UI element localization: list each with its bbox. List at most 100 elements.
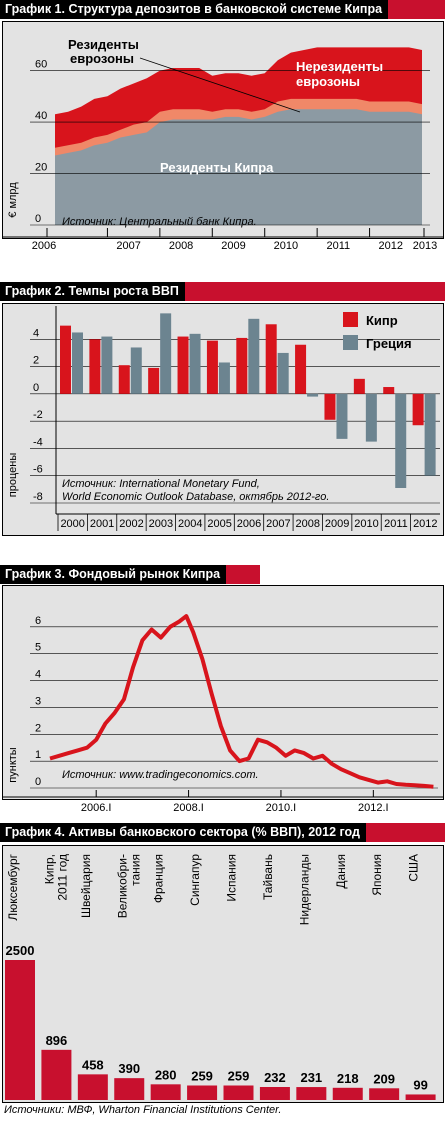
bar-asset <box>41 1049 72 1100</box>
label-cyprus-residents: Резиденты Кипра <box>160 160 274 175</box>
x-tick-label: 2009 <box>325 518 349 530</box>
category-label-line: Швейцария <box>79 854 93 918</box>
y-tick-label: 3 <box>35 695 41 707</box>
bar-cyprus <box>353 378 365 394</box>
bar-value-label: 458 <box>82 1057 104 1072</box>
bar-cyprus <box>412 393 424 426</box>
x-tick-label: 2008 <box>296 518 320 530</box>
bar-greece <box>248 318 260 394</box>
y-tick-label: 0 <box>35 776 41 788</box>
bar-cyprus <box>236 337 248 394</box>
source-note: Источник: www.tradingeconomics.com. <box>62 769 259 781</box>
bar-asset <box>77 1074 108 1100</box>
label-nonresidents-1: Нерезиденты <box>296 59 383 74</box>
x-tick-label: 2009 <box>221 240 245 252</box>
x-tick-label: 2012.I <box>358 802 389 814</box>
legend-swatch-cyprus <box>343 312 358 327</box>
bar-value-label: 2500 <box>6 943 35 958</box>
bar-greece <box>218 362 230 394</box>
y-tick-label: -2 <box>33 409 43 421</box>
bar-cyprus <box>148 367 160 394</box>
bar-greece <box>365 393 377 442</box>
bar-value-label: 896 <box>46 1033 68 1048</box>
bar-asset <box>150 1084 181 1100</box>
y-axis-label: процены <box>7 453 19 498</box>
bar-cyprus <box>383 387 395 394</box>
bar-cyprus <box>118 365 130 394</box>
bar-cyprus <box>265 324 277 394</box>
label-euro-residents-1: Резиденты <box>68 37 139 52</box>
category-label: США <box>407 854 421 882</box>
chart4-title: График 4. Активы банковского сектора (% … <box>0 823 366 842</box>
bar-asset <box>405 1094 436 1100</box>
category-label: Испания <box>225 854 239 902</box>
bar-asset <box>259 1087 290 1100</box>
category-label-line: Люксембург <box>6 853 20 920</box>
bar-asset <box>114 1078 145 1100</box>
bar-greece <box>395 393 407 488</box>
source-note-2: World Economic Outlook Database, октябрь… <box>62 491 329 503</box>
x-tick-label: 2008 <box>169 240 193 252</box>
x-tick-label: 2000 <box>60 518 84 530</box>
category-label-line: Япония <box>370 854 384 896</box>
category-label-line: Дания <box>334 854 348 889</box>
legend-label-cyprus: Кипр <box>366 313 398 328</box>
y-tick-label: 40 <box>35 110 47 122</box>
y-tick-label: 5 <box>35 642 41 654</box>
category-label: Люксембург <box>6 853 20 920</box>
chart3-panel <box>2 585 444 800</box>
x-tick-label: 2001 <box>90 518 114 530</box>
category-label-line: Нидерланды <box>297 854 311 925</box>
bar-asset <box>187 1085 218 1100</box>
bar-cyprus <box>60 325 71 394</box>
footer-sources: Источники: МВФ, Wharton Financial Instit… <box>4 1104 282 1116</box>
y-tick-label: -6 <box>33 464 43 476</box>
bar-greece <box>424 393 436 476</box>
category-label-line: США <box>407 854 421 882</box>
bar-asset <box>296 1087 327 1100</box>
source-note-1: Источник: International Monetary Fund, <box>62 478 260 490</box>
category-label-line: 2011 год <box>55 854 69 901</box>
chart4-panel <box>2 845 444 1103</box>
legend-swatch-greece <box>343 335 358 350</box>
bar-cyprus <box>206 340 218 394</box>
chart1-title: График 1. Структура депозитов в банковск… <box>0 0 389 19</box>
bar-greece <box>72 332 83 394</box>
bar-cyprus <box>177 336 189 394</box>
x-tick-label: 2008.I <box>173 802 204 814</box>
category-label-line: тания <box>128 854 142 886</box>
bar-asset <box>5 960 35 1100</box>
category-label-line: Испания <box>225 854 239 902</box>
bar-greece <box>336 393 348 439</box>
x-tick-label: 2011 <box>384 518 408 530</box>
bar-asset <box>223 1085 254 1100</box>
x-tick-label: 2010 <box>274 240 298 252</box>
bar-value-label: 209 <box>373 1071 395 1086</box>
chart2-gdp: -8 -6 -4 -2 0 2 4 2000 2001 2002 2003 2004 2005 2006 2… <box>7 306 440 531</box>
y-tick-label: 4 <box>33 327 39 339</box>
x-tick-label: 2004 <box>178 518 202 530</box>
y-axis-label: € млрд <box>7 182 19 218</box>
bar-cyprus <box>295 344 307 394</box>
x-tick-label: 2011 <box>327 240 351 252</box>
category-label: Нидерланды <box>297 854 311 925</box>
chart3-stock: 0 1 2 3 4 5 6 2006.I 2008.I 2010.I 2012.I пункты Ист… <box>2 614 443 814</box>
x-tick-label: 2013 <box>413 240 437 252</box>
y-tick-label: 2 <box>33 355 39 367</box>
bar-greece <box>307 393 319 397</box>
x-tick-label: 2006 <box>32 240 56 252</box>
bar-value-label: 259 <box>191 1068 213 1083</box>
bar-greece <box>130 347 142 394</box>
bar-value-label: 280 <box>155 1067 177 1082</box>
label-nonresidents-2: еврозоны <box>296 74 360 89</box>
bar-greece <box>277 352 289 394</box>
x-tick-label: 2003 <box>149 518 173 530</box>
x-tick-label: 2007 <box>116 240 140 252</box>
x-tick-label: 2005 <box>207 518 231 530</box>
y-tick-label: -4 <box>33 436 43 448</box>
category-label: Дания <box>334 854 348 889</box>
chart2-title: График 2. Темпы роста ВВП <box>0 282 185 301</box>
x-tick-label: 2006 <box>237 518 261 530</box>
bar-asset <box>369 1088 400 1100</box>
bar-asset <box>332 1087 363 1100</box>
